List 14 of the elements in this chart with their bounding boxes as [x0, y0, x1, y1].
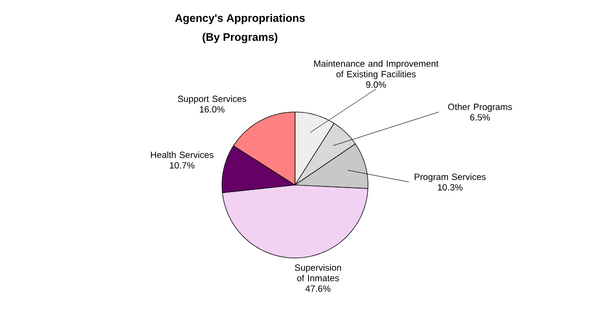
slice-label: Support Services — [178, 95, 246, 104]
chart-subtitle: (By Programs) — [202, 32, 278, 44]
slice-label: Supervision of Inmates — [294, 264, 341, 282]
data-label: 10.3% — [438, 184, 462, 191]
data-label: 6.5% — [470, 114, 490, 121]
data-label: 47.6% — [305, 285, 330, 292]
data-label: 10.7% — [170, 162, 194, 169]
slice-label: Other Programs — [448, 103, 512, 112]
chart-title: Agency's Appropriations — [175, 14, 305, 24]
slice-label: Health Services — [150, 151, 214, 158]
data-label: 16.0% — [200, 106, 224, 113]
slice-label: Program Services — [414, 173, 486, 182]
slice-label: Maintenance and Improvement of Existing Facilities — [314, 60, 438, 80]
data-label: 9.0% — [366, 81, 386, 88]
